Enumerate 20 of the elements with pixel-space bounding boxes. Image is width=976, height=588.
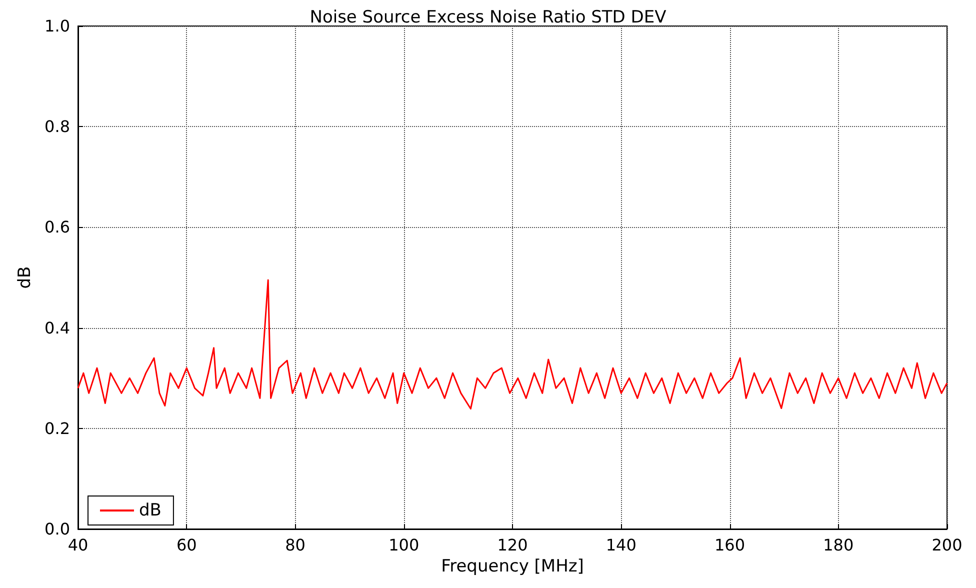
y-axis-title: dB (15, 266, 36, 289)
y-tick-label: 0.8 (44, 117, 70, 136)
x-tick-label: 40 (68, 536, 88, 554)
x-tick-label: 120 (497, 536, 528, 554)
line-series (77, 279, 948, 410)
x-tick-label: 140 (606, 536, 636, 554)
x-tick-label: 100 (388, 536, 420, 554)
y-tick-label: 0.2 (44, 418, 70, 438)
legend-label: dB (139, 500, 162, 520)
y-tick-label: 0.0 (44, 520, 70, 538)
x-tick-label: 160 (714, 536, 746, 554)
y-tick-label: 1.0 (44, 16, 70, 36)
x-tick-label: 180 (823, 536, 854, 554)
x-tick-label: 60 (176, 536, 197, 554)
x-axis-title: Frequency [MHz] (441, 556, 584, 576)
chart-title: Noise Source Excess Noise Ratio STD DEV (310, 8, 667, 28)
y-tick-label: 0.6 (44, 218, 70, 237)
x-tick-label: 200 (932, 536, 962, 554)
x-tick-label: 80 (285, 536, 306, 554)
y-tick-label: 0.4 (44, 318, 70, 338)
